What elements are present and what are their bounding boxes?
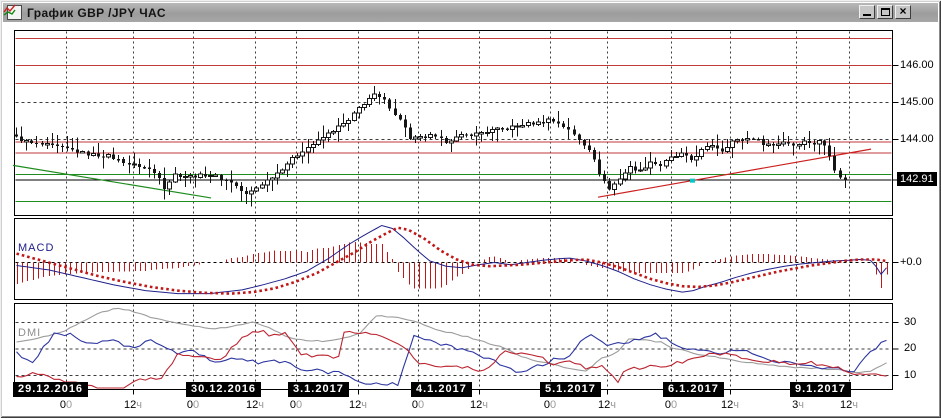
time-tick-suffix: 0 — [193, 398, 200, 411]
chart-icon — [3, 4, 22, 20]
trendline-handle[interactable] — [690, 178, 695, 183]
macd-zero-label: +0.0 — [900, 255, 922, 268]
dmi-pane-title: DMI — [18, 327, 42, 339]
macd-signal-line — [16, 226, 887, 295]
time-tick-hour: 12 — [246, 398, 259, 411]
time-tick-suffix: 0 — [550, 398, 557, 411]
macd-line — [16, 224, 887, 295]
time-tick-suffix: ч — [852, 398, 858, 411]
time-tick-suffix: 0 — [66, 398, 73, 411]
time-tick-hour: 0 — [543, 398, 550, 411]
time-tick-label: 12ч — [598, 399, 616, 411]
time-tick-suffix: ч — [482, 398, 488, 411]
time-tick-label: 12ч — [721, 399, 739, 411]
time-tick-label: 00 — [187, 399, 199, 411]
time-tick-suffix: 0 — [671, 398, 678, 411]
time-tick-hour: 0 — [411, 398, 418, 411]
maximize-icon — [880, 8, 890, 16]
dmi-scale-label: 30 — [904, 315, 917, 328]
dmi-scale-label: 10 — [904, 368, 917, 381]
time-tick-hour: 12 — [124, 398, 137, 411]
time-tick-suffix: 0 — [418, 398, 425, 411]
macd-histogram — [17, 242, 888, 289]
price-axis-label: 145.00 — [900, 95, 934, 108]
time-tick-label: 00 — [665, 399, 677, 411]
dmi-adx-line — [16, 307, 887, 374]
time-tick-hour: 0 — [186, 398, 193, 411]
chart-client-area: MACD DMI 146.00 145.00 144.00 142.91 +0.0 30 2… — [3, 22, 938, 415]
time-tick-hour: 12 — [840, 398, 853, 411]
time-tick-hour: 12 — [349, 398, 362, 411]
time-tick-hour: 0 — [664, 398, 671, 411]
price-panel[interactable] — [14, 30, 893, 216]
time-tick-label: 12ч — [470, 399, 488, 411]
time-tick-label: 00 — [544, 399, 556, 411]
time-tick-label: 12ч — [349, 399, 367, 411]
time-tick-label: 00 — [412, 399, 424, 411]
minimize-icon — [863, 14, 871, 16]
trendline-red[interactable] — [597, 148, 872, 198]
price-gridlines — [15, 102, 892, 140]
price-axis-label: 146.00 — [900, 58, 934, 71]
date-box: 29.12.2016 — [13, 382, 89, 397]
close-button[interactable]: × — [895, 5, 911, 19]
window-title: График GBP /JPY ЧАС — [27, 5, 166, 20]
time-tick-suffix: 0 — [296, 398, 303, 411]
date-box: 3.1.2017 — [288, 382, 349, 397]
dmi-plus-di-line — [16, 332, 887, 387]
chart-canvas[interactable] — [3, 22, 938, 415]
time-tick-hour: 0 — [289, 398, 296, 411]
window-controls: × — [857, 5, 911, 19]
current-price-label: 142.91 — [897, 171, 937, 186]
time-tick-label: 12ч — [124, 399, 142, 411]
macd-pane-title: MACD — [18, 242, 55, 254]
time-tick-hour: 12 — [721, 398, 734, 411]
time-tick-suffix: ч — [798, 398, 804, 411]
time-tick-label: 12ч — [840, 399, 858, 411]
candlesticks — [15, 93, 847, 195]
date-box: 4.1.2017 — [411, 382, 472, 397]
time-tick-label: 00 — [290, 399, 302, 411]
axis-ticks — [892, 65, 899, 376]
time-tick-label: 3ч — [792, 399, 804, 411]
time-tick-hour: 3 — [792, 398, 799, 411]
macd-panel[interactable] — [14, 218, 893, 300]
time-tick-hour: 12 — [470, 398, 483, 411]
time-tick-label: 12ч — [246, 399, 264, 411]
title-bar[interactable]: График GBP /JPY ЧАС × — [3, 3, 938, 22]
maximize-button[interactable] — [877, 5, 893, 19]
dmi-gridlines — [15, 322, 892, 376]
date-box: 30.12.2016 — [186, 382, 262, 397]
dmi-minus-di-line — [16, 329, 887, 389]
date-box: 6.1.2017 — [663, 382, 724, 397]
time-tick-suffix: ч — [733, 398, 739, 411]
time-tick-suffix: ч — [136, 398, 142, 411]
date-box: 9.1.2017 — [790, 382, 851, 397]
dmi-scale-label: 20 — [904, 342, 917, 354]
trendline-green[interactable] — [12, 164, 212, 199]
close-icon: × — [899, 4, 907, 18]
price-axis-label: 144.00 — [900, 132, 934, 145]
date-box: 5.1.2017 — [540, 382, 601, 397]
time-tick-suffix: ч — [258, 398, 264, 411]
time-tick-suffix: ч — [610, 398, 616, 411]
time-tick-hour: 12 — [598, 398, 611, 411]
minimize-button[interactable] — [859, 5, 875, 19]
time-tick-suffix: ч — [361, 398, 367, 411]
time-tick-label: 00 — [60, 399, 72, 411]
time-tick-hour: 0 — [59, 398, 66, 411]
